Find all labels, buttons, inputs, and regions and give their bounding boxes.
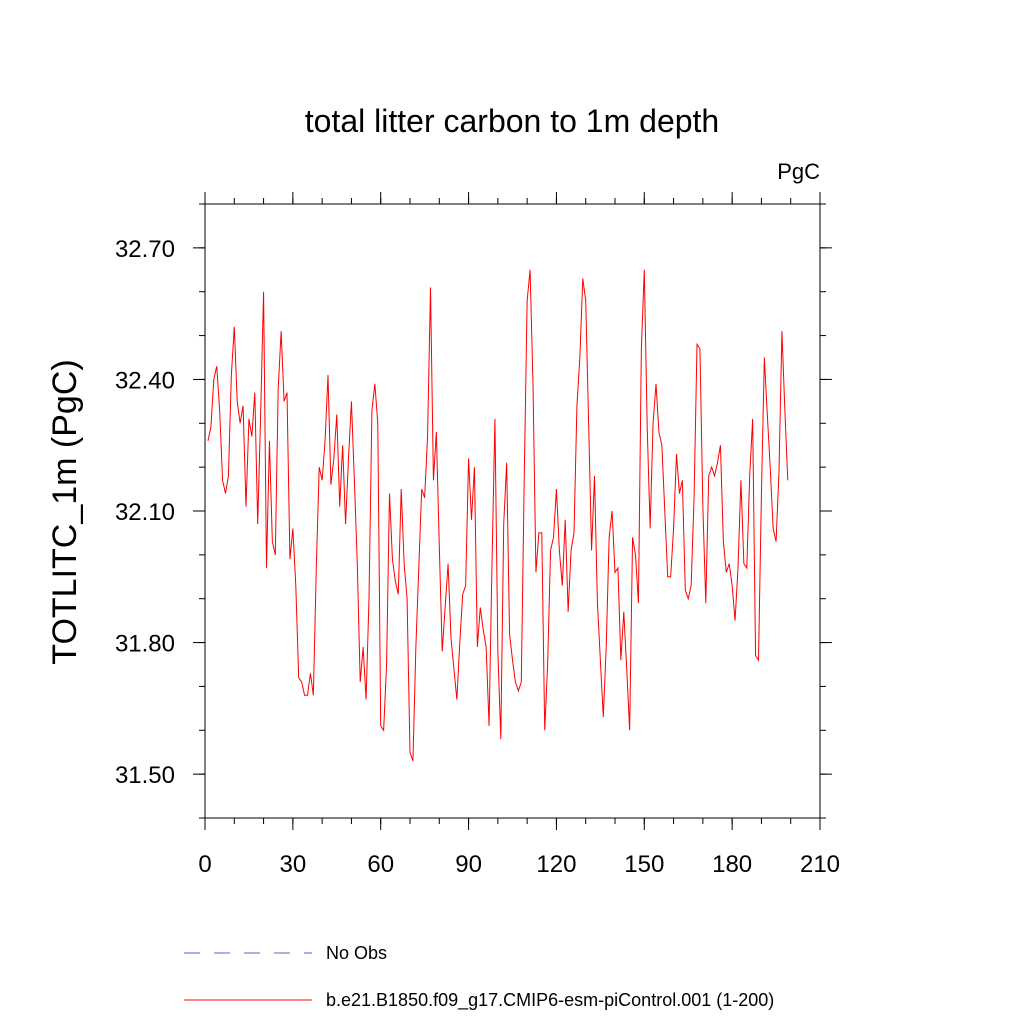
x-tick-label: 180 (712, 851, 752, 878)
legend-label: b.e21.B1850.f09_g17.CMIP6-esm-piControl.… (326, 990, 774, 1011)
y-tick-label: 32.10 (115, 499, 175, 526)
x-tick-label: 60 (367, 851, 394, 878)
x-tick-label: 30 (280, 851, 307, 878)
x-tick-label: 210 (800, 851, 840, 878)
axis-ticks: 0 30 60 90 120 150 180 210 31.50 31.80 32.10 32.40 3… (115, 192, 840, 878)
x-tick-label: 90 (455, 851, 482, 878)
series-layer (207, 269, 789, 762)
y-tick-label: 31.50 (115, 762, 175, 789)
y-tick-label: 32.70 (115, 236, 175, 263)
x-tick-label: 150 (624, 851, 664, 878)
y-axis-label: TOTLITC_1m (PgC) (46, 359, 84, 664)
legend: No Obs b.e21.B1850.f09_g17.CMIP6-esm-piCo… (184, 943, 774, 1011)
plot-frame (204, 203, 821, 819)
x-tick-label: 120 (536, 851, 576, 878)
chart-title: total litter carbon to 1m depth (305, 103, 719, 139)
series-line (207, 269, 789, 762)
x-tick-label: 0 (198, 851, 211, 878)
legend-label: No Obs (326, 943, 387, 963)
y-tick-label: 32.40 (115, 367, 175, 394)
y-tick-label: 31.80 (115, 631, 175, 658)
units-label: PgC (777, 159, 820, 184)
